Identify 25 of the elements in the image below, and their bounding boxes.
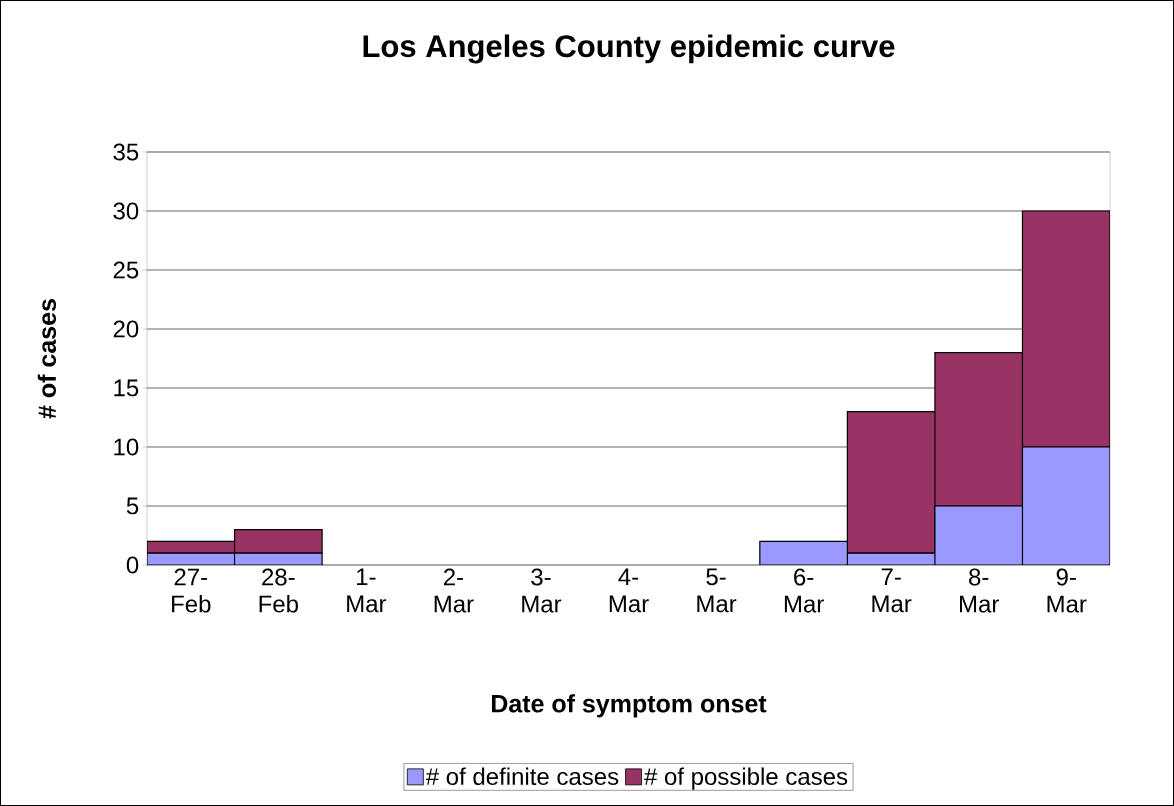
y-tick-label: 30 xyxy=(113,202,139,220)
x-axis-title: Date of symptom onset xyxy=(491,694,767,718)
y-tick-label: 0 xyxy=(126,556,139,574)
y-tick-label: 15 xyxy=(114,379,139,397)
y-tick-label: 20 xyxy=(113,320,139,338)
x-tick-label: 8-Mar xyxy=(960,568,999,613)
chart-title: Los Angeles County epidemic curve xyxy=(363,34,895,64)
x-tick-label: 6-Mar xyxy=(784,568,824,613)
x-tick-label: 5-Mar xyxy=(697,568,737,613)
legend-label: # of definite cases xyxy=(425,767,619,786)
legend-label: # of possible cases xyxy=(644,767,848,790)
y-axis-title: # of cases xyxy=(37,299,57,419)
x-tick-label: 28-Feb xyxy=(259,568,298,613)
x-tick-label: 3-Mar xyxy=(522,568,562,613)
y-tick-label: 25 xyxy=(113,261,139,279)
x-tick-label: 9-Mar xyxy=(1047,568,1087,613)
x-tick-label: 7-Mar xyxy=(872,568,912,613)
x-tick-label: 4-Mar xyxy=(609,568,649,613)
x-tick-label: 27-Feb xyxy=(172,568,211,613)
x-tick-label: 1-Mar xyxy=(347,568,387,613)
x-tick-label: 2-Mar xyxy=(434,568,474,613)
y-tick-label: 5 xyxy=(126,497,139,515)
bar xyxy=(846,411,936,554)
y-tick-label: 35 xyxy=(113,143,139,161)
y-tick-label: 10 xyxy=(114,438,139,456)
